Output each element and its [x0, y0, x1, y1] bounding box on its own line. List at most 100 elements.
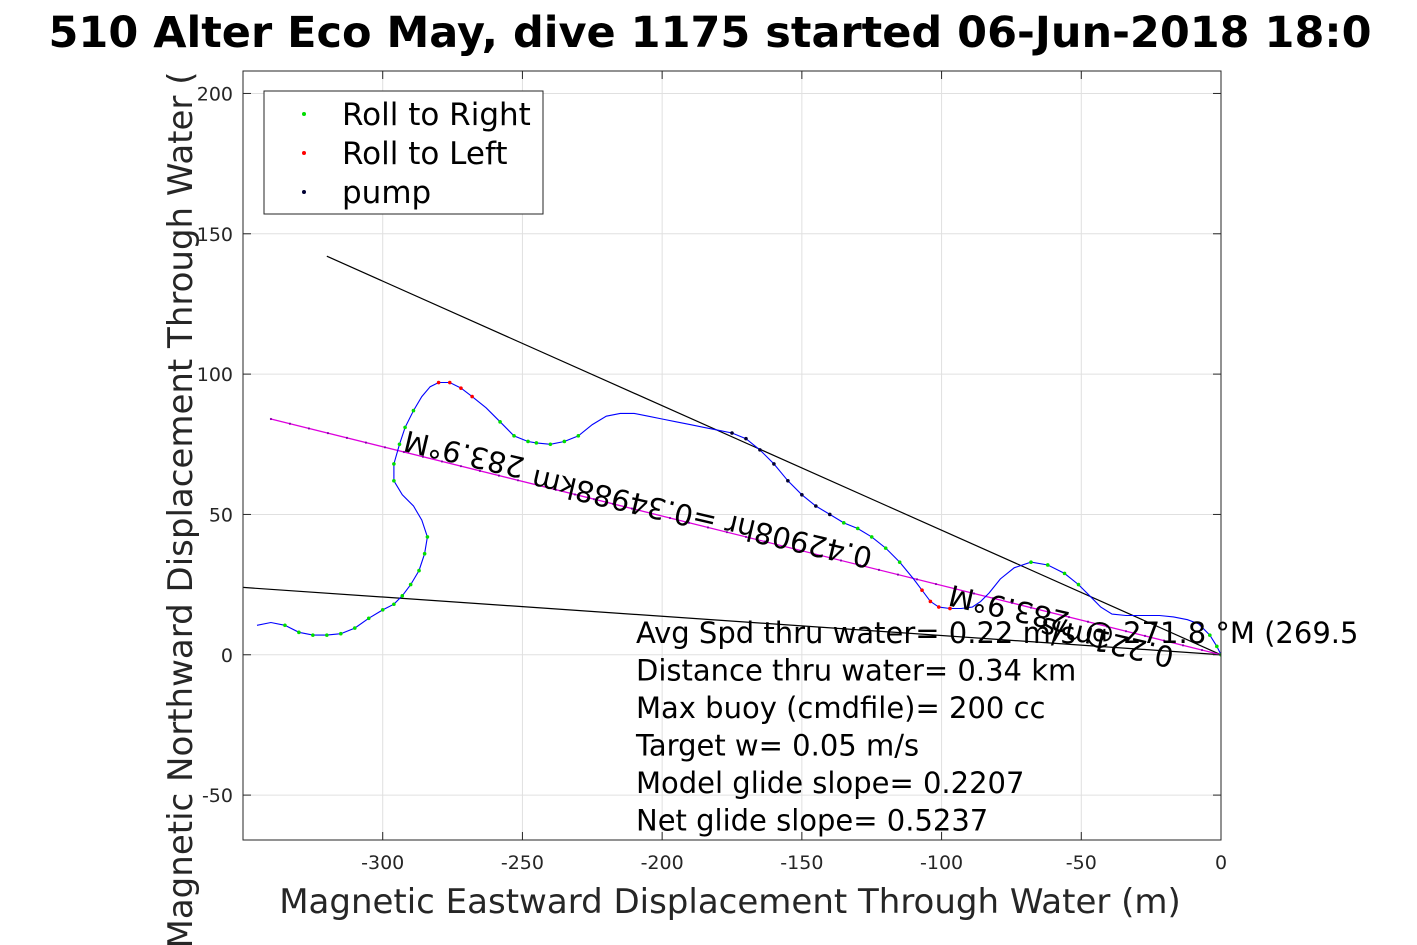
plot-frame — [242, 70, 1222, 841]
marker-roll-right — [408, 582, 413, 587]
marker-roll-right — [417, 568, 421, 573]
heading-dot — [1200, 648, 1204, 652]
marker-roll-right — [339, 631, 343, 636]
marker-roll-left — [920, 588, 924, 593]
marker-pump — [730, 431, 734, 435]
marker-roll-left — [459, 386, 463, 390]
stats-line: Distance thru water= 0.34 km — [636, 654, 1076, 688]
heading-dot — [383, 446, 387, 449]
heading-dot — [1010, 601, 1014, 605]
y-tick-label: 100 — [197, 364, 233, 386]
marker-roll-right — [576, 434, 581, 438]
marker-roll-right — [534, 441, 539, 445]
heading-dot — [706, 526, 710, 529]
marker-roll-right — [498, 420, 502, 424]
heading-dot — [953, 587, 957, 590]
heading-dot — [535, 483, 539, 487]
marker-roll-right — [366, 616, 371, 621]
marker-roll-left — [936, 605, 941, 609]
marker-roll-right — [1208, 633, 1212, 637]
heading-dot — [839, 559, 843, 562]
heading-dot — [687, 521, 691, 524]
marker-pump — [800, 492, 804, 497]
stats-line: Model glide slope= 0.2207 — [636, 766, 1024, 800]
legend-box — [263, 90, 544, 215]
marker-pump — [814, 504, 818, 508]
x-tick-label: 0 — [1215, 852, 1227, 874]
heading-dot — [1162, 639, 1166, 642]
heading-dot — [1124, 630, 1128, 633]
marker-roll-right — [1029, 560, 1033, 564]
marker-roll-right — [411, 408, 416, 413]
marker-roll-right — [392, 602, 396, 607]
stats-line: Net glide slope= 0.5237 — [636, 804, 988, 838]
stats-line: Max buoy (cmdfile)= 200 cc — [636, 691, 1045, 725]
stats-annotation: Avg Spd thru water= 0.22 m/s @ 271.8 °M … — [635, 616, 1358, 838]
heading-dot — [763, 540, 767, 543]
heading-dot — [877, 568, 881, 571]
heading-dot — [1029, 606, 1033, 609]
marker-roll-right — [1045, 563, 1050, 567]
heading-dot — [915, 578, 919, 581]
marker-roll-right — [869, 535, 874, 539]
marker-roll-right — [512, 434, 516, 438]
heading-dot — [858, 564, 862, 567]
marker-pump — [744, 436, 748, 441]
heading-dot — [782, 545, 786, 548]
heading-dot — [440, 460, 444, 463]
x-tick-label: -150 — [780, 852, 823, 874]
x-tick-label: -250 — [501, 852, 544, 874]
heading-dot — [668, 516, 672, 520]
marker-roll-right — [400, 594, 405, 598]
heading-dot — [326, 432, 330, 435]
heading-dot — [744, 535, 748, 538]
x-tick-label: -100 — [920, 852, 963, 874]
legend-label: Roll to Left — [342, 136, 508, 172]
heading-dot — [1086, 620, 1090, 623]
heading-dot — [1143, 634, 1147, 638]
heading-dot — [725, 531, 729, 534]
marker-roll-right — [403, 425, 407, 430]
y-axis-label: Magnetic Northward Displacement Through … — [161, 72, 201, 945]
y-tick-label: 150 — [197, 224, 233, 246]
marker-roll-right — [1215, 644, 1219, 649]
heading-dot — [820, 554, 824, 557]
track-line — [256, 381, 1221, 656]
marker-roll-right — [392, 478, 396, 483]
stats-line: Avg Spd thru water= 0.22 m/s @ 271.8 °M … — [636, 616, 1358, 650]
heading-dot — [611, 502, 615, 505]
y-tick-label: 0 — [221, 645, 233, 667]
marker-roll-right — [325, 633, 329, 637]
marker-roll-left — [447, 380, 452, 385]
marker-roll-right — [392, 462, 396, 466]
heading-dot — [592, 498, 596, 501]
heading-dot — [421, 455, 425, 458]
marker-pump — [758, 448, 762, 452]
heading-dot — [1105, 625, 1109, 628]
heading-dot — [991, 597, 995, 600]
legend-label: pump — [342, 175, 431, 211]
marker-roll-left — [948, 606, 952, 611]
marker-roll-right — [422, 551, 427, 556]
chart-title: 510 Alter Eco May, dive 1175 started 06-… — [48, 8, 1371, 58]
marker-roll-right — [548, 442, 553, 447]
marker-roll-right — [855, 526, 860, 531]
x-tick-label: -300 — [361, 852, 404, 874]
marker-roll-right — [1076, 582, 1081, 587]
marker-roll-right — [1062, 571, 1067, 576]
heading-dot — [516, 479, 520, 482]
marker-roll-right — [352, 626, 357, 630]
heading-dot — [554, 488, 558, 491]
heading-dot — [307, 427, 311, 430]
marker-pump — [828, 512, 832, 517]
heading-dot — [649, 512, 653, 515]
heading-dot — [573, 493, 577, 496]
legend-marker — [302, 151, 306, 155]
marker-roll-right — [311, 633, 315, 637]
heading-dot — [269, 417, 273, 421]
marker-roll-left — [470, 394, 474, 399]
heading-dot — [630, 507, 634, 510]
heading-dot — [478, 469, 482, 472]
